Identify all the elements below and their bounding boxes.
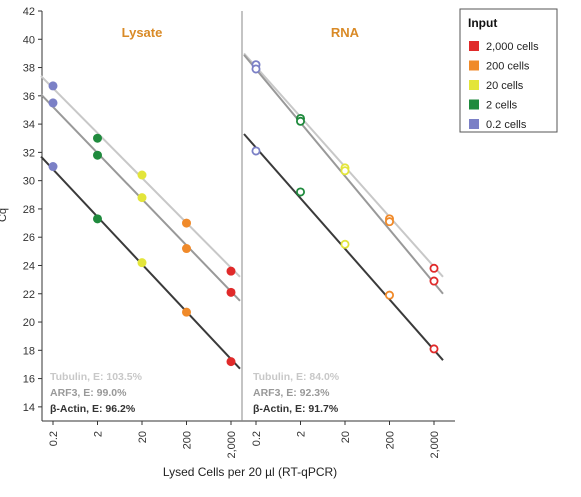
data-point [340,166,350,176]
efficiency-annotation: Tubulin, E: 103.5% [50,371,143,383]
legend-label: 2,000 cells [486,41,539,53]
x-axis-label: Lysed Cells per 20 µl (RT-qPCR) [163,465,337,479]
y-tick-label: 38 [23,63,35,75]
legend-swatch [469,119,479,129]
data-point [182,307,191,317]
x-tick-label: 200 [182,431,194,449]
legend-label: 20 cells [486,80,524,92]
legend-label: 200 cells [486,61,530,73]
x-tick-label: 0.2 [251,431,263,446]
data-point [384,290,394,300]
x-tick-label: 20 [137,431,149,443]
efficiency-annotation: ARF3, E: 99.0% [50,387,127,399]
x-tick-label: 200 [385,431,397,449]
y-tick-label: 16 [23,374,35,386]
data-point [93,214,102,224]
legend-label: 2 cells [486,100,518,112]
x-tick-label: 0.2 [48,431,60,446]
data-point [93,133,102,143]
data-point [384,217,394,227]
data-point [251,64,261,74]
efficiency-annotation: β-Actin, E: 96.2% [50,403,136,415]
y-tick-label: 30 [23,176,35,188]
legend-swatch [469,41,479,51]
efficiency-annotation: Tubulin, E: 84.0% [253,371,340,383]
data-point [226,287,236,297]
y-tick-label: 40 [23,34,35,46]
panel-title: Lysate [122,25,163,40]
data-point [295,187,305,197]
legend-swatch [469,60,479,71]
y-tick-label: 28 [23,204,35,216]
y-tick-label: 26 [23,232,35,244]
y-tick-label: 18 [23,345,35,357]
y-tick-label: 14 [23,402,35,414]
legend-title: Input [468,16,497,30]
data-point [93,150,102,160]
y-tick-label: 32 [23,147,35,159]
y-tick-label: 42 [23,6,35,18]
data-point [48,81,58,91]
x-tick-label: 2,000 [226,431,238,459]
data-point [429,344,439,354]
x-tick-label: 2,000 [429,431,441,459]
data-point [137,193,147,203]
data-point [295,116,305,126]
data-point [137,258,147,268]
data-point [251,146,261,156]
y-tick-label: 20 [23,317,35,329]
y-tick-label: 22 [23,289,35,301]
efficiency-annotation: ARF3, E: 92.3% [253,387,330,399]
data-point [340,239,350,249]
y-axis-label: Cq [0,208,9,222]
data-point [429,276,439,286]
data-point [182,244,191,254]
data-point [226,266,236,276]
efficiency-annotation: β-Actin, E: 91.7% [253,403,339,415]
data-point [226,357,236,367]
data-point [137,170,147,180]
legend-swatch [469,99,479,110]
y-tick-label: 24 [23,260,35,272]
x-tick-label: 2 [296,431,308,437]
legend-label: 0.2 cells [486,119,527,131]
data-point [182,218,191,228]
legend-swatch [469,80,479,90]
data-point [48,162,58,172]
panel-title: RNA [331,25,360,40]
data-point [48,98,58,108]
x-tick-label: 2 [93,431,105,437]
data-point [429,263,439,273]
y-tick-label: 34 [23,119,35,131]
y-tick-label: 36 [23,91,35,103]
x-tick-label: 20 [340,431,352,443]
